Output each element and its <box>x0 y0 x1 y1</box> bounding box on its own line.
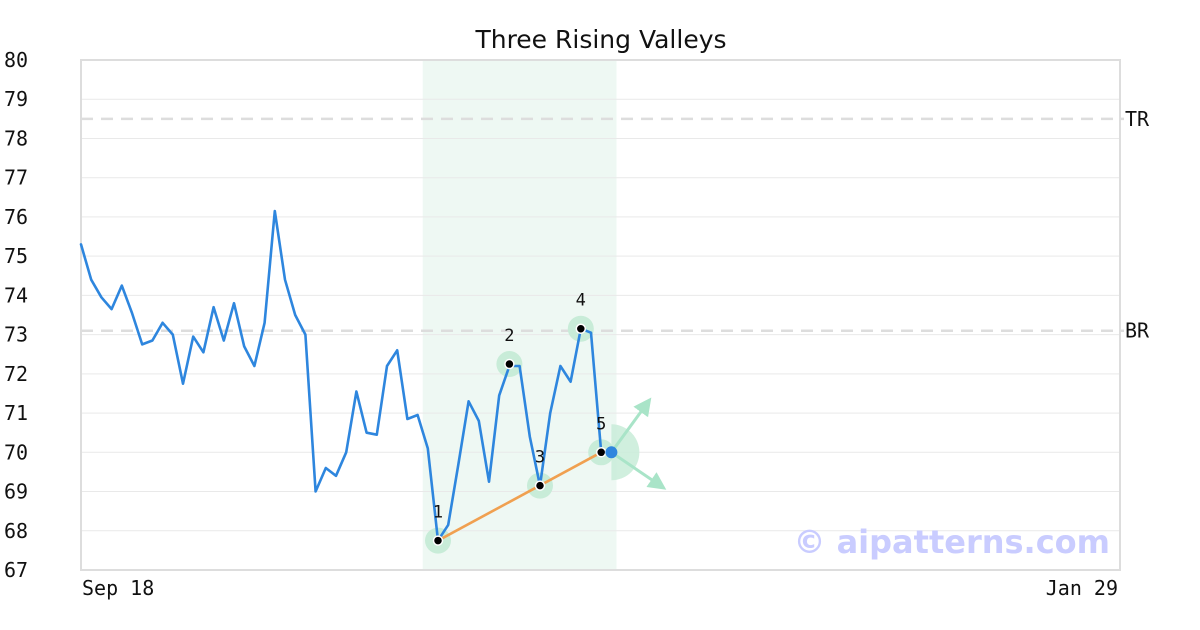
y-tick-label: 69 <box>4 480 28 504</box>
x-tick-label-end: Jan 29 <box>1046 576 1118 600</box>
y-tick-label: 80 <box>4 48 28 72</box>
chart-title: Three Rising Valleys <box>474 25 726 54</box>
pattern-point-label-1: 1 <box>433 503 443 523</box>
y-tick-label: 73 <box>4 323 28 347</box>
y-tick-label: 76 <box>4 205 28 229</box>
pattern-points: 1 2 3 4 5 <box>432 291 607 546</box>
y-tick-label: 72 <box>4 362 28 386</box>
projection-arrow <box>610 397 652 454</box>
pattern-point-4 <box>575 323 587 334</box>
y-tick-label: 77 <box>4 166 28 190</box>
pattern-point-label-3: 3 <box>535 448 545 468</box>
pattern-point-1 <box>432 535 444 546</box>
pattern-point-label-5: 5 <box>596 414 606 434</box>
y-tick-label: 75 <box>4 244 28 268</box>
pattern-highlight-region <box>422 60 617 570</box>
current-price-point <box>605 446 618 459</box>
y-tick-label: 78 <box>4 126 28 150</box>
reference-label-br: BR <box>1125 319 1150 343</box>
y-tick-label: 68 <box>4 519 28 543</box>
plot-frame <box>80 59 1121 571</box>
price-series-line <box>79 209 603 542</box>
projection-arrow <box>610 451 667 490</box>
reference-label-tr: TR <box>1125 107 1150 131</box>
reference-lines: TR BR <box>81 107 1150 343</box>
pattern-point-3 <box>534 480 546 491</box>
y-tick-label: 67 <box>4 558 28 582</box>
pattern-point-2 <box>504 358 515 370</box>
x-tick-label-start: Sep 18 <box>82 576 154 600</box>
valley-trend-line <box>437 451 602 542</box>
pattern-point-5 <box>595 447 607 458</box>
projection-arrows <box>610 397 667 490</box>
y-tick-label: 71 <box>4 401 28 425</box>
watermark: © aipatterns.com <box>793 523 1110 561</box>
y-tick-label: 79 <box>4 87 28 111</box>
pattern-point-label-4: 4 <box>576 291 586 311</box>
y-axis-ticks: 67 68 69 70 71 72 73 74 75 76 77 78 79 80 <box>4 48 28 582</box>
y-tick-label: 70 <box>4 440 28 464</box>
pattern-point-label-2: 2 <box>504 326 514 346</box>
y-tick-label: 74 <box>4 283 28 307</box>
grid-lines <box>81 98 1120 532</box>
